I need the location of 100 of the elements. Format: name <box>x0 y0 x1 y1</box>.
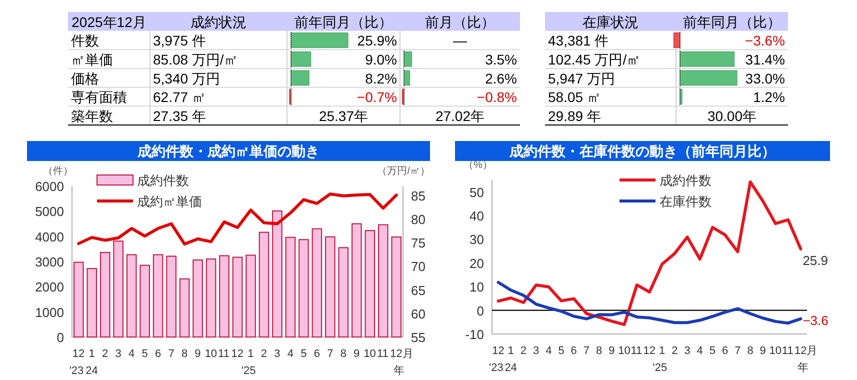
text: −3.6% <box>744 32 785 49</box>
x-tick-label: 2 <box>260 348 268 360</box>
text: 27.35 年 <box>153 108 206 124</box>
bar <box>325 236 336 338</box>
text: 31.4% <box>745 52 785 68</box>
y-tick-label: 0 <box>56 330 64 345</box>
x-tick-label: 7 <box>168 348 174 360</box>
chart-title: 成約件数・成約㎡単価の動き <box>136 143 320 159</box>
y2-axis-title: （万円/㎡） <box>377 166 430 177</box>
bar <box>113 240 124 338</box>
text: 価格 <box>71 70 99 86</box>
bar <box>285 236 296 338</box>
text: 27.02年 <box>435 108 485 124</box>
bar <box>298 239 309 338</box>
y-tick-label: 1000 <box>35 304 64 320</box>
text: 62.77 ㎡ <box>153 89 206 106</box>
x-tick-label: 4 <box>287 348 294 360</box>
bar <box>258 232 270 338</box>
category-label: 2025年12月 <box>72 14 146 30</box>
text: −0.8% <box>476 89 517 106</box>
y-tick-label: 40 <box>470 208 484 224</box>
y2-tick-label: 70 <box>411 259 426 274</box>
text: −0.7% <box>356 89 397 106</box>
x-tick-label: 3 <box>533 345 540 357</box>
x-tick-label: 9 <box>608 345 615 357</box>
x-tick-label: 11 <box>782 345 794 357</box>
x-tick-label: 10 <box>618 345 630 357</box>
category-label: 前年同月（比） <box>294 14 392 30</box>
text: 102.45 万円/㎡ <box>548 52 641 68</box>
x-tick-label: 5 <box>709 345 716 357</box>
x-tick-label: 4 <box>696 345 703 357</box>
y-axis-title: （%） <box>464 160 492 171</box>
y2-tick-label: 80 <box>411 212 426 228</box>
category-label: 前月（比） <box>425 14 495 30</box>
text: 43,381 件 <box>548 32 609 49</box>
x-tick-label: 7 <box>734 345 741 357</box>
x-tick-label: 5 <box>142 348 148 360</box>
text: 25.37年 <box>318 108 368 124</box>
x-tick-label: 5 <box>558 345 564 357</box>
x-tick-label: 8 <box>181 348 188 360</box>
x-tick-label: 9 <box>760 345 766 357</box>
x-tick-label: 2 <box>102 348 108 360</box>
annotation: −3.6 <box>802 312 828 328</box>
text: 58.05 ㎡ <box>548 89 601 106</box>
legend-label: 成約件数 <box>137 173 189 188</box>
text: 築年数 <box>71 108 113 124</box>
y-axis-title: （件） <box>43 166 73 177</box>
category-label: 成約状況 <box>190 14 246 30</box>
x-tick-label: 2 <box>672 345 678 357</box>
legend-label: 成約㎡単価 <box>137 194 202 209</box>
y2-tick-label: 65 <box>411 282 426 298</box>
x-tick-label: 8 <box>747 345 754 357</box>
text: 9.0% <box>365 52 397 68</box>
x-tick-label: 5 <box>300 348 307 360</box>
y-tick-label: 6000 <box>35 179 64 194</box>
y2-tick-label: 75 <box>411 236 426 251</box>
text: 1.2% <box>753 89 785 106</box>
bar <box>73 262 84 338</box>
x-tick-label: 12 <box>643 345 656 357</box>
text: 25.9% <box>357 32 397 49</box>
x-tick-label: 7 <box>327 348 334 360</box>
x-tick-label: 4 <box>546 345 552 357</box>
text: 29.89 年 <box>548 108 601 124</box>
x-tick-label: 2 <box>520 345 527 357</box>
x-tick-label: 6 <box>722 345 728 357</box>
x-tick-label: 12 <box>231 348 244 360</box>
bar <box>378 224 388 338</box>
bar <box>312 228 322 338</box>
bar <box>364 230 376 338</box>
x-tick-label: 3 <box>274 348 280 360</box>
y2-tick-label: 60 <box>411 306 426 322</box>
x-tick-label: 1 24 <box>86 348 98 377</box>
bar <box>246 254 256 338</box>
annotation: 25.9 <box>802 252 828 268</box>
bar <box>86 268 97 338</box>
category-label: 前年同月（比） <box>683 14 781 30</box>
y-tick-label: 2000 <box>35 280 64 295</box>
x-tick-label: 11 <box>376 348 388 360</box>
y-tick-label: 50 <box>470 184 484 200</box>
x-tick-label: 6 <box>570 345 577 357</box>
y-tick-label: 0 <box>476 303 484 318</box>
y-tick-label: 20 <box>470 256 484 271</box>
y2-tick-label: 55 <box>411 330 426 345</box>
bar <box>152 254 164 338</box>
y-tick-label: 10 <box>470 280 484 295</box>
x-tick-label: 11 <box>218 348 230 360</box>
text: 3,975 件 <box>153 32 206 49</box>
bar <box>219 255 230 338</box>
line-series <box>496 280 802 325</box>
y-tick-label: 3000 <box>35 254 64 270</box>
x-tick-label: 6 <box>154 348 162 360</box>
x-tick-label: 11 <box>630 345 642 357</box>
text: 件数 <box>71 32 99 49</box>
x-tick-label: 9 <box>194 348 201 360</box>
x-tick-label: 12 '23 <box>69 348 85 377</box>
chart-title: 成約件数・在庫件数の動き（前年同月比） <box>508 143 776 159</box>
text: 30.00年 <box>707 108 757 124</box>
bar <box>272 210 282 338</box>
bar <box>166 256 176 338</box>
legend-label: 成約件数 <box>660 173 712 188</box>
